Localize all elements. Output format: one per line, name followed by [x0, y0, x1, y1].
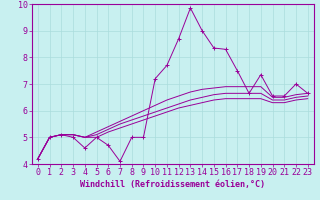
X-axis label: Windchill (Refroidissement éolien,°C): Windchill (Refroidissement éolien,°C) — [80, 180, 265, 189]
